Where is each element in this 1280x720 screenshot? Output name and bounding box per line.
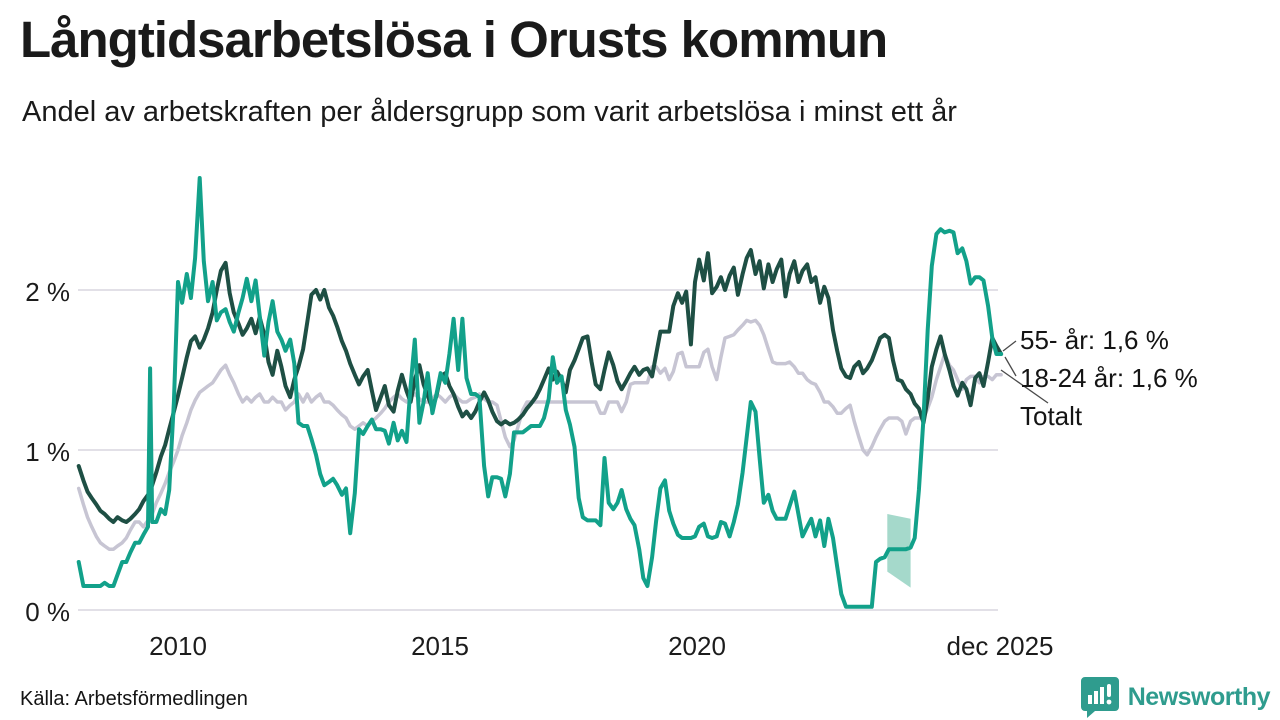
x-tick-2020: 2020 — [668, 631, 726, 661]
newsworthy-logo[interactable]: Newsworthy — [1080, 676, 1271, 718]
page-subtitle: Andel av arbetskraften per åldersgrupp s… — [22, 96, 957, 128]
gridlines — [78, 289, 998, 611]
label-series-55: 55- år: 1,6 % — [1020, 325, 1169, 355]
leader-line-55 — [1002, 340, 1017, 352]
label-series-1824: 18-24 år: 1,6 % — [1020, 363, 1198, 393]
series-line-18-24-r — [76, 176, 1004, 609]
series-line-55-r — [76, 248, 1004, 524]
x-tick-2010: 2010 — [149, 631, 207, 661]
leader-lines — [1000, 340, 1049, 404]
y-tick-1pct: 1 % — [25, 437, 70, 467]
newsworthy-bubble-icon — [1080, 676, 1120, 718]
x-tick-2015: 2015 — [411, 631, 469, 661]
y-tick-0pct: 0 % — [25, 597, 70, 627]
series-line-totalt — [76, 318, 1003, 551]
leader-line-totalt — [1000, 369, 1049, 404]
x-tick-dec-2025: dec 2025 — [946, 631, 1054, 661]
source-credit: Källa: Arbetsförmedlingen — [20, 688, 248, 710]
newsworthy-wordmark: Newsworthy — [1127, 682, 1271, 711]
leader-line-1824 — [1004, 356, 1017, 377]
y-tick-2pct: 2 % — [25, 277, 70, 307]
label-series-totalt: Totalt — [1020, 401, 1083, 431]
series-lines — [76, 176, 1004, 609]
page-title: Långtidsarbetslösa i Orusts kommun — [20, 11, 888, 68]
